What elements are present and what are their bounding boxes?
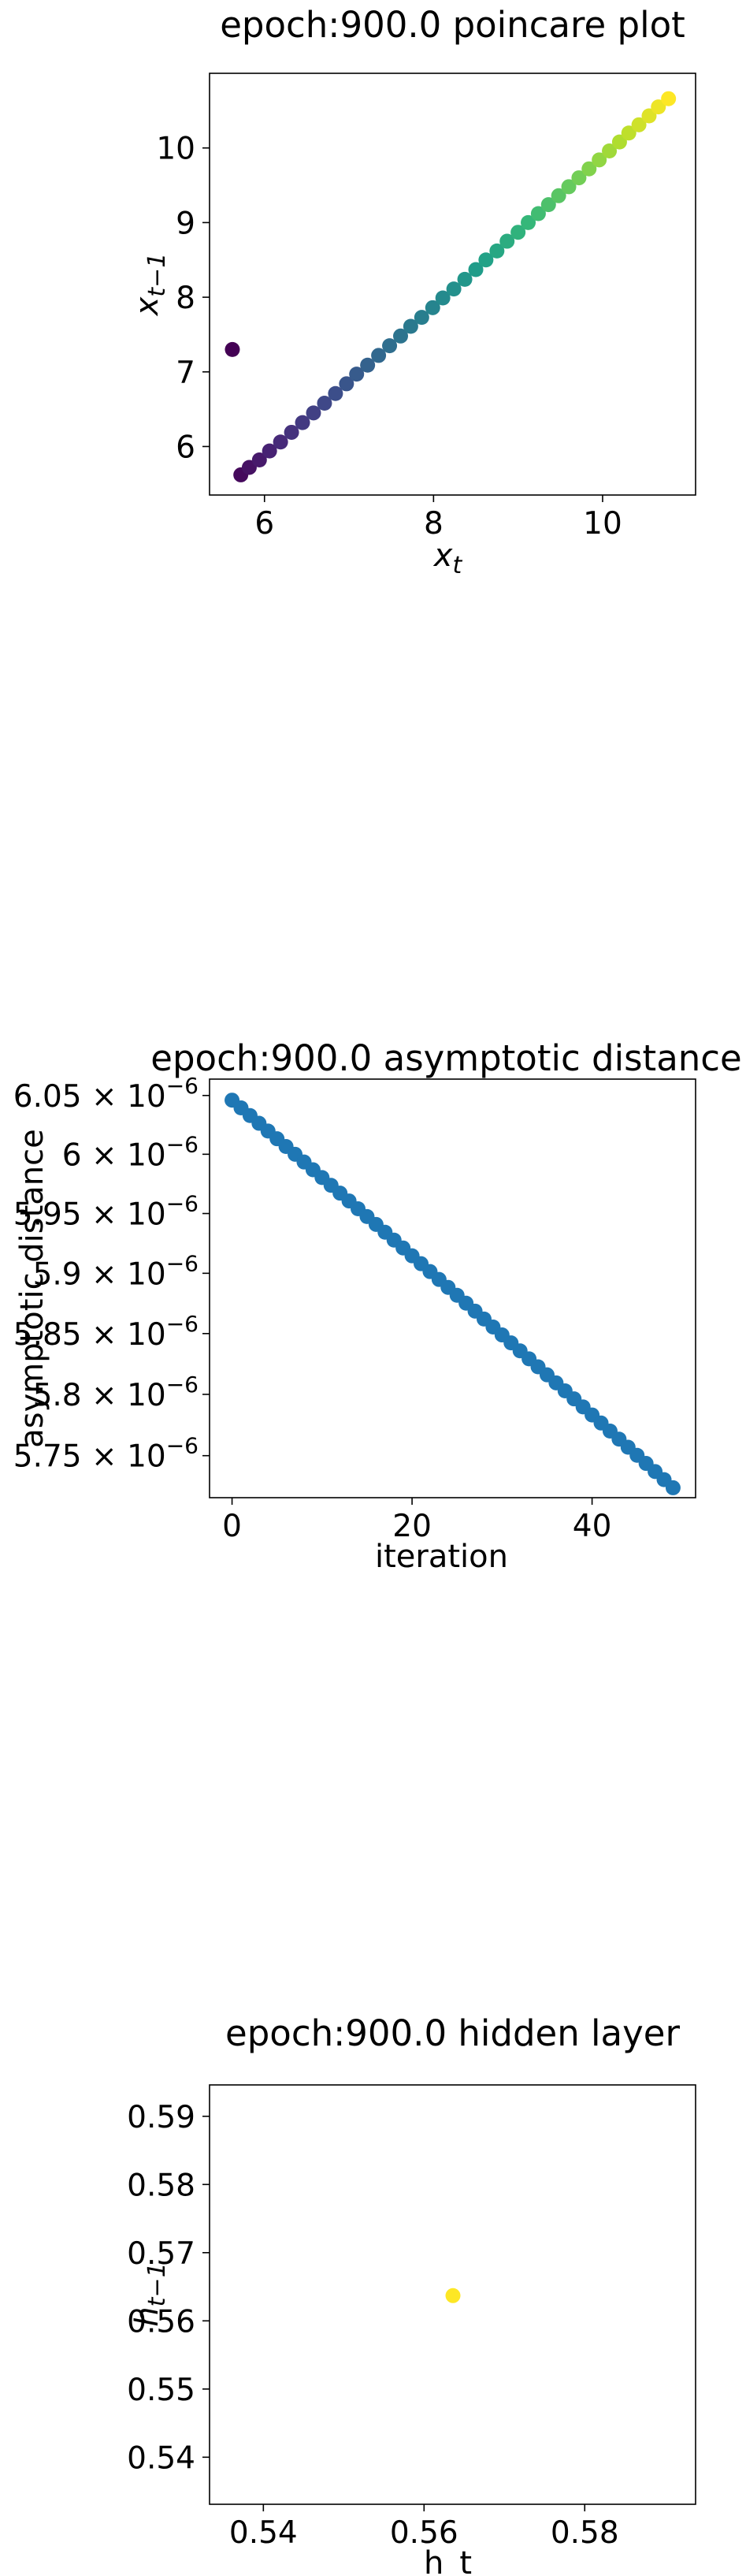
data-point <box>478 252 494 268</box>
y-tick-label: 5.95 × 10−6 <box>13 1191 199 1233</box>
data-point <box>665 1480 681 1495</box>
y-tick-label: 9 <box>176 206 195 241</box>
y-tick-label: 6 <box>176 430 195 465</box>
x-tick-label: 20 <box>392 1509 432 1544</box>
data-point <box>306 405 321 421</box>
x-tick-label: 0.56 <box>390 2515 458 2551</box>
data-point <box>339 376 354 392</box>
x-axis-label: h_t <box>424 2545 472 2576</box>
data-point <box>521 214 536 230</box>
y-tick-label: 0.59 <box>127 2100 195 2135</box>
data-point <box>530 206 546 221</box>
data-point <box>295 415 310 430</box>
data-point <box>262 443 277 459</box>
data-point <box>284 424 299 440</box>
y-tick-label: 6 × 10−6 <box>62 1131 199 1173</box>
y-tick-label: 6.05 × 10−6 <box>13 1073 199 1115</box>
data-point <box>393 328 409 344</box>
chart-panel-3: epoch:900.0 hidden layer 0.54 0.56 0.58 0.54… <box>127 2012 696 2576</box>
y-tick-label: 0.57 <box>127 2236 195 2272</box>
data-point <box>382 338 398 354</box>
data-point <box>371 348 387 363</box>
y-tick-label: 5.85 × 10−6 <box>13 1311 199 1353</box>
data-point <box>641 108 657 124</box>
y-axis-label: xt−1 <box>129 253 171 318</box>
y-tick-label: 0.58 <box>127 2168 195 2203</box>
data-point <box>468 262 484 277</box>
data-point <box>510 225 526 240</box>
y-axis-label: asymptotic distance <box>14 1129 50 1448</box>
x-tick-label: 0.54 <box>229 2515 298 2551</box>
data-point <box>611 134 627 150</box>
y-tick-label: 0.54 <box>127 2440 195 2476</box>
y-tick-label: 5.9 × 10−6 <box>33 1250 199 1292</box>
chart-panel-1: epoch:900.0 poincare plot 6 8 10 6 7 8 9 10 xt xt−… <box>129 4 696 579</box>
x-tick-label: 8 <box>424 506 444 542</box>
data-point <box>457 271 473 287</box>
data-point <box>489 243 505 259</box>
data-point <box>445 2288 461 2303</box>
chart-title: epoch:900.0 hidden layer <box>225 2012 680 2054</box>
data-point <box>499 233 515 249</box>
data-point <box>540 197 556 213</box>
data-point <box>621 125 637 141</box>
chart-title: epoch:900.0 poincare plot <box>220 4 685 46</box>
x-axis-label: iteration <box>375 1539 508 1575</box>
x-tick-label: 10 <box>583 506 622 542</box>
x-tick-label: 0.58 <box>551 2515 619 2551</box>
data-point <box>251 452 267 467</box>
data-point <box>561 179 577 195</box>
data-point <box>328 385 343 401</box>
chart-panel-2: epoch:900.0 asymptotic distance 0 20 40 6.05… <box>13 1037 742 1575</box>
y-tick-label: 10 <box>156 132 195 167</box>
data-point <box>360 357 376 373</box>
y-tick-label: 8 <box>176 281 195 316</box>
data-point <box>571 170 587 186</box>
y-tick-label: 5.75 × 10−6 <box>13 1433 199 1475</box>
y-tick-label: 0.55 <box>127 2373 195 2408</box>
y-axis-label: ht−1 <box>129 2262 171 2326</box>
x-axis-label: xt <box>432 538 463 579</box>
data-point <box>631 117 647 132</box>
data-point <box>661 91 677 106</box>
data-point <box>414 310 429 326</box>
x-tick-label: 40 <box>573 1509 612 1544</box>
chart-title: epoch:900.0 asymptotic distance <box>150 1037 741 1079</box>
data-point <box>349 367 365 382</box>
data-point <box>651 99 666 115</box>
data-point <box>273 434 288 450</box>
data-point <box>551 188 566 203</box>
data-point <box>592 152 607 168</box>
data-point <box>602 143 618 158</box>
y-tick-label: 7 <box>176 356 195 391</box>
data-point <box>425 300 440 315</box>
data-point <box>317 396 332 411</box>
data-point <box>581 161 597 177</box>
x-tick-label: 6 <box>254 506 274 542</box>
plot-frame <box>209 73 696 496</box>
data-point <box>446 281 462 297</box>
y-tick-label: 5.8 × 10−6 <box>33 1372 199 1413</box>
y-tick-label: 0.56 <box>127 2304 195 2340</box>
data-point <box>403 318 418 334</box>
x-tick-label: 0 <box>222 1509 242 1544</box>
plot-frame <box>209 1078 696 1498</box>
data-point <box>435 290 451 306</box>
data-point <box>225 341 240 357</box>
plot-frame <box>209 2084 696 2505</box>
